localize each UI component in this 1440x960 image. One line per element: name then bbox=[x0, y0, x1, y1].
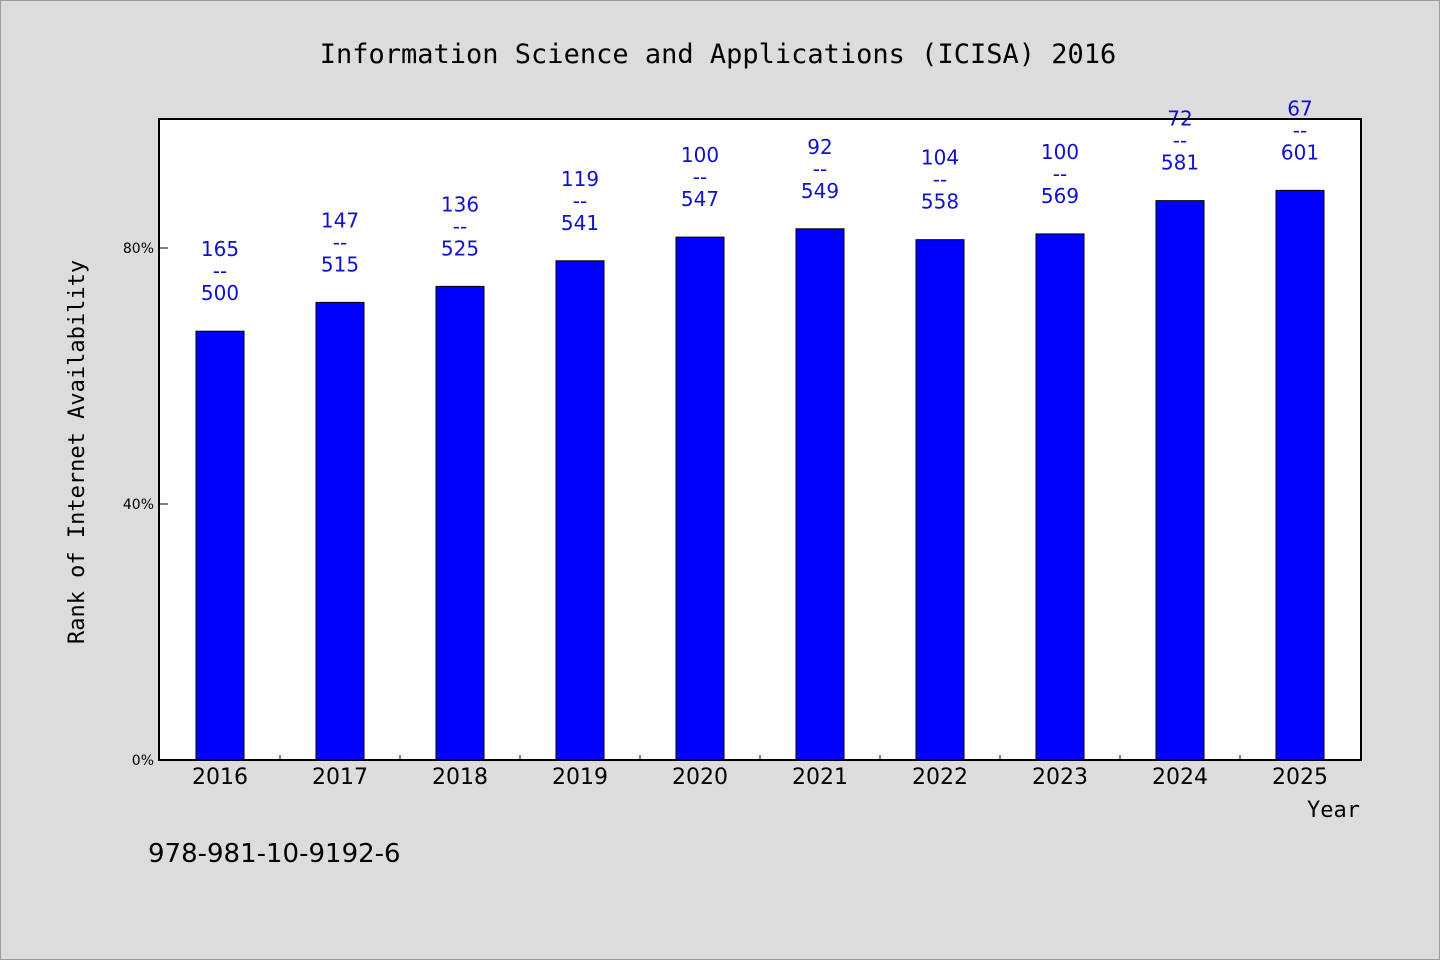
bar-2025 bbox=[1275, 189, 1325, 761]
data-label-top: 119 bbox=[561, 167, 599, 191]
y-axis: 0% 40% 80% bbox=[123, 241, 168, 769]
y-axis-title: Rank of Internet Availability bbox=[65, 260, 90, 644]
bar-2020 bbox=[675, 236, 725, 761]
bar-2021 bbox=[795, 228, 845, 761]
data-label-separator: -- bbox=[573, 189, 587, 213]
x-tick-label-2018: 2018 bbox=[432, 765, 488, 790]
plot-border bbox=[158, 118, 1362, 761]
data-label-separator: -- bbox=[333, 230, 347, 254]
data-label-bottom: 558 bbox=[921, 190, 959, 214]
chart-title: Information Science and Applications (IC… bbox=[320, 39, 1117, 70]
bar-2019 bbox=[555, 260, 605, 761]
data-label-separator: -- bbox=[1173, 129, 1187, 153]
data-label-bottom: 549 bbox=[801, 179, 839, 203]
x-tick-label-2020: 2020 bbox=[672, 765, 728, 790]
data-label-top: 67 bbox=[1287, 96, 1312, 120]
x-tick-label-2023: 2023 bbox=[1032, 765, 1088, 790]
x-tick-label-2021: 2021 bbox=[792, 765, 848, 790]
x-axis: 2016 2017 2018 2019 2020 2021 2022 2023 2024 2025 bbox=[192, 755, 1328, 790]
bar-2022 bbox=[915, 239, 965, 761]
bar-2018 bbox=[435, 285, 485, 761]
y-tick-label: 40% bbox=[123, 497, 154, 513]
y-tick-label: 0% bbox=[132, 753, 154, 769]
data-label-separator: -- bbox=[213, 259, 227, 283]
data-label-group: 165--500147--515136--525119--541100--547… bbox=[201, 96, 1319, 305]
data-label-bottom: 515 bbox=[321, 252, 359, 276]
x-tick-label-2019: 2019 bbox=[552, 765, 608, 790]
x-axis-title: Year bbox=[1307, 798, 1360, 823]
bar-group bbox=[195, 189, 1325, 761]
x-tick-label-2024: 2024 bbox=[1152, 765, 1208, 790]
data-label-separator: -- bbox=[933, 168, 947, 192]
data-label-top: 136 bbox=[441, 192, 479, 216]
data-label-bottom: 525 bbox=[441, 236, 479, 260]
bar-2024 bbox=[1155, 200, 1205, 761]
bar-2023 bbox=[1035, 233, 1085, 761]
data-label-separator: -- bbox=[813, 157, 827, 181]
data-label-bottom: 581 bbox=[1161, 151, 1199, 175]
data-label-bottom: 541 bbox=[561, 211, 599, 235]
bar-2017 bbox=[315, 301, 365, 761]
x-tick-label-2022: 2022 bbox=[912, 765, 968, 790]
data-label-bottom: 547 bbox=[681, 187, 719, 211]
bar-2016 bbox=[195, 330, 245, 761]
data-label-bottom: 569 bbox=[1041, 184, 1079, 208]
data-label-top: 104 bbox=[921, 146, 959, 170]
data-label-bottom: 601 bbox=[1281, 140, 1319, 164]
x-tick-label-2017: 2017 bbox=[312, 765, 368, 790]
x-tick-label-2025: 2025 bbox=[1272, 765, 1328, 790]
data-label-separator: -- bbox=[693, 165, 707, 189]
data-label-bottom: 500 bbox=[201, 281, 239, 305]
isbn-text: 978-981-10-9192-6 bbox=[148, 839, 401, 869]
data-label-separator: -- bbox=[1293, 118, 1307, 142]
y-tick-label: 80% bbox=[123, 241, 154, 257]
data-label-separator: -- bbox=[1053, 162, 1067, 186]
data-label-top: 92 bbox=[807, 135, 832, 159]
data-label-top: 147 bbox=[321, 208, 359, 232]
data-label-top: 100 bbox=[681, 143, 719, 167]
data-label-top: 165 bbox=[201, 237, 239, 261]
data-label-separator: -- bbox=[453, 214, 467, 238]
x-tick-label-2016: 2016 bbox=[192, 765, 248, 790]
data-label-top: 100 bbox=[1041, 140, 1079, 164]
